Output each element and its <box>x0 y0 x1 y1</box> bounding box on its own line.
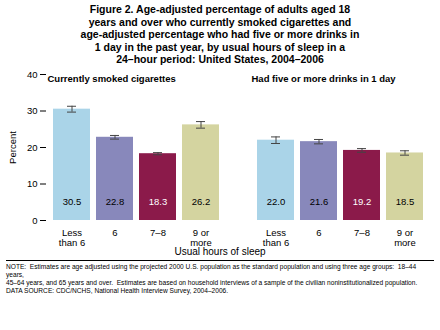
svg-text:40: 40 <box>27 68 38 79</box>
html-text:NOTE: Estimates are age adjust: NOTE: Estimates are age adjusted using t… <box>6 262 418 294</box>
svg-text:Percent: Percent <box>7 130 18 163</box>
svg-text:Had five or more drinks in 1 d: Had five or more drinks in 1 day <box>252 73 397 84</box>
svg-text:18.3: 18.3 <box>149 195 168 206</box>
svg-text:0: 0 <box>32 214 37 225</box>
svg-text:30: 30 <box>27 105 38 116</box>
svg-text:20: 20 <box>27 141 38 152</box>
svg-text:Lessthan 6: Lessthan 6 <box>263 227 289 246</box>
svg-text:6: 6 <box>316 227 321 238</box>
svg-text:7–8: 7–8 <box>150 227 166 238</box>
svg-text:26.2: 26.2 <box>192 195 211 206</box>
svg-text:10: 10 <box>27 178 38 189</box>
svg-text:9 ormore: 9 ormore <box>394 227 416 246</box>
svg-text:6: 6 <box>112 227 117 238</box>
svg-text:7–8: 7–8 <box>354 227 370 238</box>
html-text:Figure 2. Age-adjusted percent: Figure 2. Age-adjusted percentage of adu… <box>80 3 360 65</box>
svg-text:Currently smoked cigarettes: Currently smoked cigarettes <box>48 73 176 84</box>
svg-text:19.2: 19.2 <box>353 195 372 206</box>
svg-text:30.5: 30.5 <box>63 195 82 206</box>
svg-text:21.6: 21.6 <box>310 195 329 206</box>
html-text:Usual hours of sleep: Usual hours of sleep <box>174 245 266 257</box>
svg-text:Lessthan 6: Lessthan 6 <box>59 227 85 246</box>
svg-text:22.8: 22.8 <box>106 195 125 206</box>
svg-text:18.5: 18.5 <box>396 195 415 206</box>
svg-text:22.0: 22.0 <box>267 195 286 206</box>
svg-text:9 ormore: 9 ormore <box>190 227 212 246</box>
